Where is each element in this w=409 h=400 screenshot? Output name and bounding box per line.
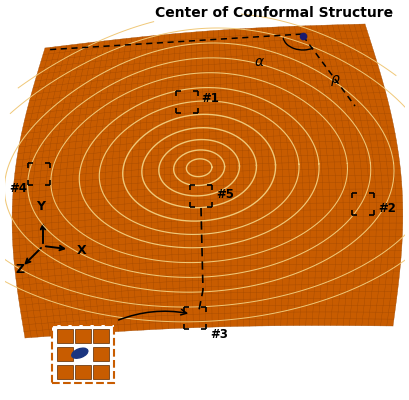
FancyBboxPatch shape	[93, 329, 109, 343]
Text: #3: #3	[210, 328, 227, 340]
Text: #1: #1	[200, 92, 218, 104]
Text: $\alpha$: $\alpha$	[253, 55, 264, 69]
Text: #5: #5	[216, 188, 234, 200]
Text: Y: Y	[36, 200, 45, 213]
Text: X: X	[77, 244, 86, 256]
FancyBboxPatch shape	[75, 365, 91, 379]
FancyBboxPatch shape	[57, 347, 73, 361]
FancyBboxPatch shape	[57, 365, 73, 379]
FancyBboxPatch shape	[75, 329, 91, 343]
Text: $\rho$: $\rho$	[329, 72, 339, 88]
Text: #2: #2	[377, 202, 395, 214]
Ellipse shape	[72, 348, 88, 358]
Bar	[52, 325, 114, 383]
FancyBboxPatch shape	[93, 365, 109, 379]
Text: #4: #4	[9, 182, 27, 194]
Text: Z: Z	[15, 263, 24, 276]
Polygon shape	[12, 24, 402, 338]
Text: Center of Conformal Structure: Center of Conformal Structure	[155, 6, 392, 20]
FancyBboxPatch shape	[93, 347, 109, 361]
Bar	[52, 325, 114, 383]
FancyBboxPatch shape	[57, 329, 73, 343]
